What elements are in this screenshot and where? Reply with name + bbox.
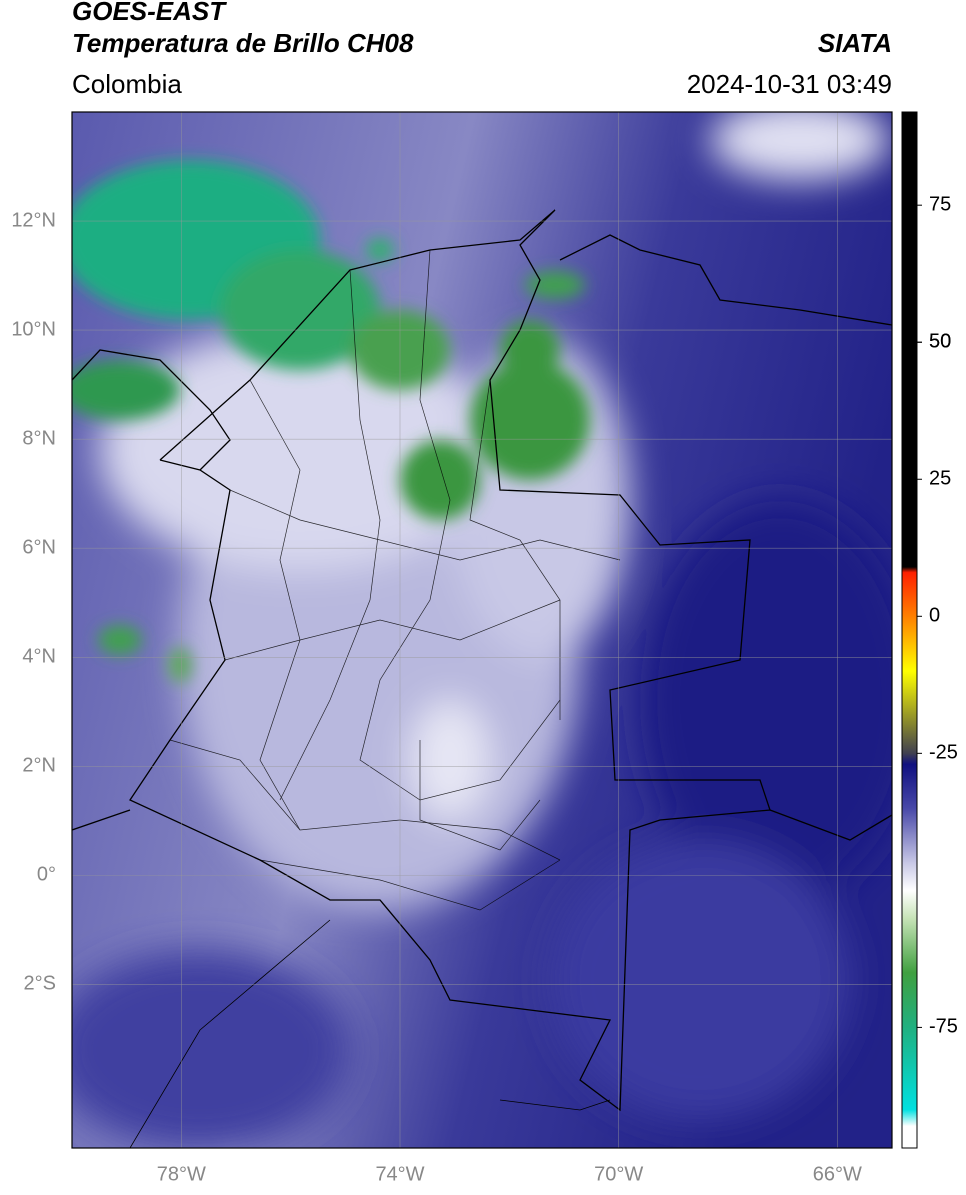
y-tick-label: 2°S: [24, 973, 56, 995]
x-tick-label: 66°W: [813, 1163, 862, 1185]
source: SIATA: [818, 28, 892, 58]
region: Colombia: [72, 69, 182, 99]
y-tick-label: 8°N: [22, 427, 56, 449]
title: GOES-EAST: [72, 0, 227, 26]
satellite-image: [72, 112, 892, 1148]
subtitle: Temperatura de Brillo CH08: [72, 28, 414, 58]
y-tick-label: 2°N: [22, 755, 56, 777]
x-tick-label: 74°W: [375, 1163, 424, 1185]
y-tick-label: 10°N: [11, 318, 56, 340]
colorbar-tick-label: 50: [929, 331, 951, 353]
colorbar-tick-label: 25: [929, 468, 951, 490]
colorbar-tick-label: 75: [929, 193, 951, 215]
x-tick-label: 78°W: [157, 1163, 206, 1185]
colorbar: [901, 111, 918, 1149]
y-tick-label: 12°N: [11, 209, 56, 231]
y-tick-label: 4°N: [22, 646, 56, 668]
colorbar-tick-label: 50: [929, 331, 951, 353]
y-tick-label: 0°: [37, 864, 56, 886]
colorbar-tick-label: 0: [929, 605, 940, 627]
colorbar-tick-label: -25: [929, 742, 958, 764]
datetime: 2024-10-31 03:49: [687, 69, 892, 99]
map-frame: [71, 111, 893, 1149]
y-tick-label: 6°N: [22, 536, 56, 558]
x-tick-label: 70°W: [594, 1163, 643, 1185]
colorbar-tick-label: -75: [929, 1016, 958, 1038]
